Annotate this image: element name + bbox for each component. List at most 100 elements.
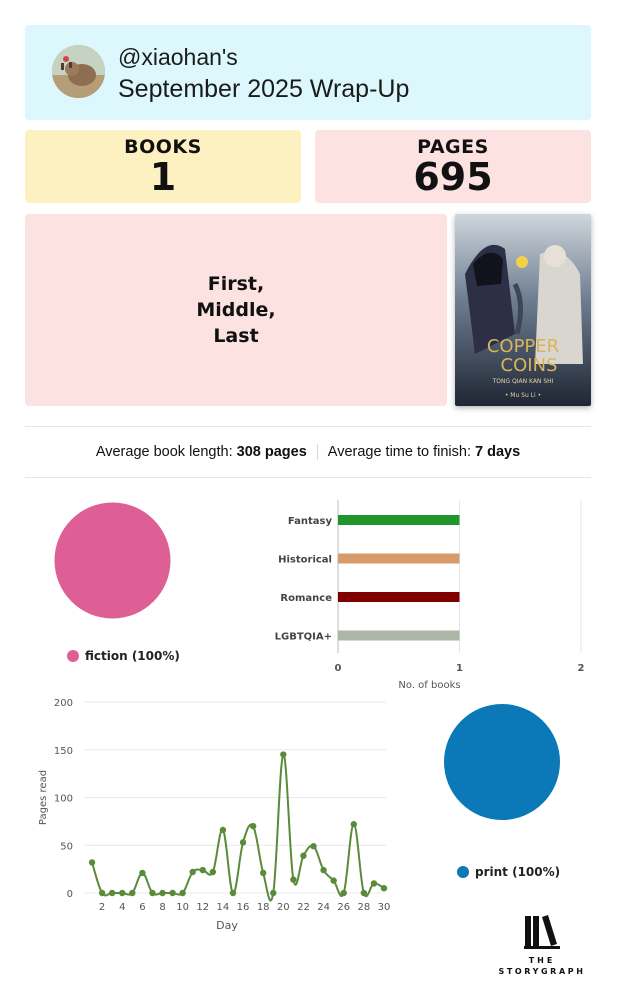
data-point-day-2[interactable]	[98, 889, 106, 897]
x-tick-label: 12	[196, 902, 209, 913]
data-point-day-26[interactable]	[340, 889, 347, 897]
y-tick-label: 0	[67, 889, 73, 900]
avg-length-label: Average book length:	[95, 444, 237, 460]
fiction-pie-chart	[54, 502, 171, 619]
x-axis-label: No. of books	[398, 680, 460, 691]
legend-label: fiction (100%)	[85, 649, 180, 663]
x-tick-label: 2	[578, 663, 585, 674]
data-point-day-22[interactable]	[300, 852, 307, 859]
y-tick-label: 150	[54, 746, 73, 757]
data-point-day-24[interactable]	[320, 866, 327, 874]
y-axis-label: Pages read	[38, 770, 49, 825]
format-pie-chart	[444, 704, 560, 820]
data-point-day-18[interactable]	[259, 869, 267, 877]
x-tick-label: 1	[456, 663, 463, 674]
data-point-day-8[interactable]	[159, 889, 166, 897]
x-tick-label: 20	[277, 902, 290, 913]
pie-slice-print[interactable]	[444, 704, 560, 820]
x-tick-label: 16	[237, 902, 250, 913]
cover-title-line2: COINS	[501, 355, 558, 376]
data-point-day-14[interactable]	[219, 826, 227, 834]
x-tick-label: 30	[378, 902, 391, 913]
data-point-day-16[interactable]	[239, 839, 247, 846]
bar-lgbtqia[interactable]	[338, 630, 460, 641]
data-point-day-10[interactable]	[179, 889, 186, 897]
data-point-day-5[interactable]	[129, 889, 136, 897]
data-point-day-21[interactable]	[290, 876, 297, 883]
cover-title-line1: COPPER	[487, 336, 559, 357]
pages-read-line	[91, 753, 385, 902]
username: @xiaohan's	[118, 44, 238, 70]
pages-label: PAGES	[417, 136, 489, 158]
x-tick-label: 10	[176, 902, 189, 913]
data-point-day-6[interactable]	[139, 869, 146, 877]
data-point-day-23[interactable]	[310, 843, 317, 850]
bar-historical[interactable]	[338, 553, 460, 564]
data-point-day-19[interactable]	[270, 889, 277, 897]
bar-fantasy[interactable]	[338, 515, 460, 525]
data-point-day-25[interactable]	[330, 877, 337, 884]
featured-book-title-line: Middle,	[196, 299, 276, 321]
books-stat-card: BOOKS 1	[25, 130, 301, 203]
divider	[316, 444, 318, 460]
y-category-label: Historical	[278, 555, 332, 566]
y-tick-label: 100	[54, 794, 73, 805]
books-count: 1	[149, 155, 177, 199]
x-tick-label: 14	[217, 902, 230, 913]
pages-count: 695	[413, 155, 493, 199]
x-tick-label: 24	[317, 902, 330, 913]
cover-author: • Mu Su Li •	[505, 392, 541, 399]
books-label: BOOKS	[124, 136, 202, 158]
bar-romance[interactable]	[338, 592, 460, 602]
data-point-day-12[interactable]	[199, 866, 206, 874]
pages-stat-card: PAGES 695	[315, 130, 591, 203]
data-point-day-30[interactable]	[380, 885, 388, 892]
avatar-icon[interactable]	[52, 45, 105, 98]
data-point-day-4[interactable]	[119, 889, 126, 897]
avg-length-value: 308 pages	[236, 444, 307, 460]
averages-row: Average book length: 308 pages Average t…	[25, 426, 591, 478]
data-point-day-17[interactable]	[249, 822, 257, 830]
x-tick-label: 22	[297, 902, 310, 913]
fiction-legend: fiction (100%)	[67, 649, 180, 663]
pie-slice-fiction[interactable]	[54, 502, 171, 619]
wrap-up-period: September 2025 Wrap-Up	[118, 75, 410, 103]
y-category-label: Romance	[280, 593, 332, 604]
data-point-day-29[interactable]	[370, 880, 378, 887]
data-point-day-13[interactable]	[209, 868, 217, 876]
legend-dot	[457, 866, 469, 878]
data-point-day-27[interactable]	[350, 821, 357, 828]
featured-book-title-line: Last	[213, 325, 259, 347]
featured-book-title-line: First,	[207, 273, 265, 295]
x-tick-label: 26	[337, 902, 350, 913]
x-tick-label: 0	[335, 663, 342, 674]
data-point-day-28[interactable]	[360, 889, 368, 897]
avg-time-value: 7 days	[475, 444, 521, 460]
y-category-label: LGBTQIA+	[275, 632, 332, 643]
y-tick-label: 50	[60, 841, 73, 852]
x-tick-label: 28	[357, 902, 370, 913]
wrap-up-header: @xiaohan's September 2025 Wrap-Up	[25, 25, 591, 120]
data-point-day-20[interactable]	[280, 751, 287, 758]
x-tick-label: 4	[119, 902, 125, 913]
data-point-day-11[interactable]	[189, 868, 196, 876]
storygraph-logo[interactable]: THE STORYGRAPH	[493, 914, 591, 980]
legend-dot	[67, 650, 79, 662]
data-point-day-1[interactable]	[88, 859, 96, 866]
data-point-day-15[interactable]	[229, 889, 237, 897]
storygraph-logo-icon	[524, 915, 560, 949]
data-point-day-3[interactable]	[108, 889, 116, 897]
book-cover[interactable]: COPPER COINS TONG QIAN KAN SHI • Mu Su L…	[455, 214, 591, 406]
x-tick-label: 18	[257, 902, 270, 913]
data-point-day-7[interactable]	[149, 889, 156, 897]
format-legend: print (100%)	[457, 865, 560, 879]
x-axis-label: Day	[216, 919, 238, 932]
y-category-label: Fantasy	[288, 516, 333, 527]
featured-book-card[interactable]: First, Middle, Last	[25, 214, 447, 406]
legend-label: print (100%)	[475, 865, 561, 879]
x-tick-label: 2	[99, 902, 105, 913]
x-tick-label: 6	[139, 902, 145, 913]
logo-name: STORYGRAPH	[498, 967, 586, 976]
data-point-day-9[interactable]	[169, 889, 176, 897]
